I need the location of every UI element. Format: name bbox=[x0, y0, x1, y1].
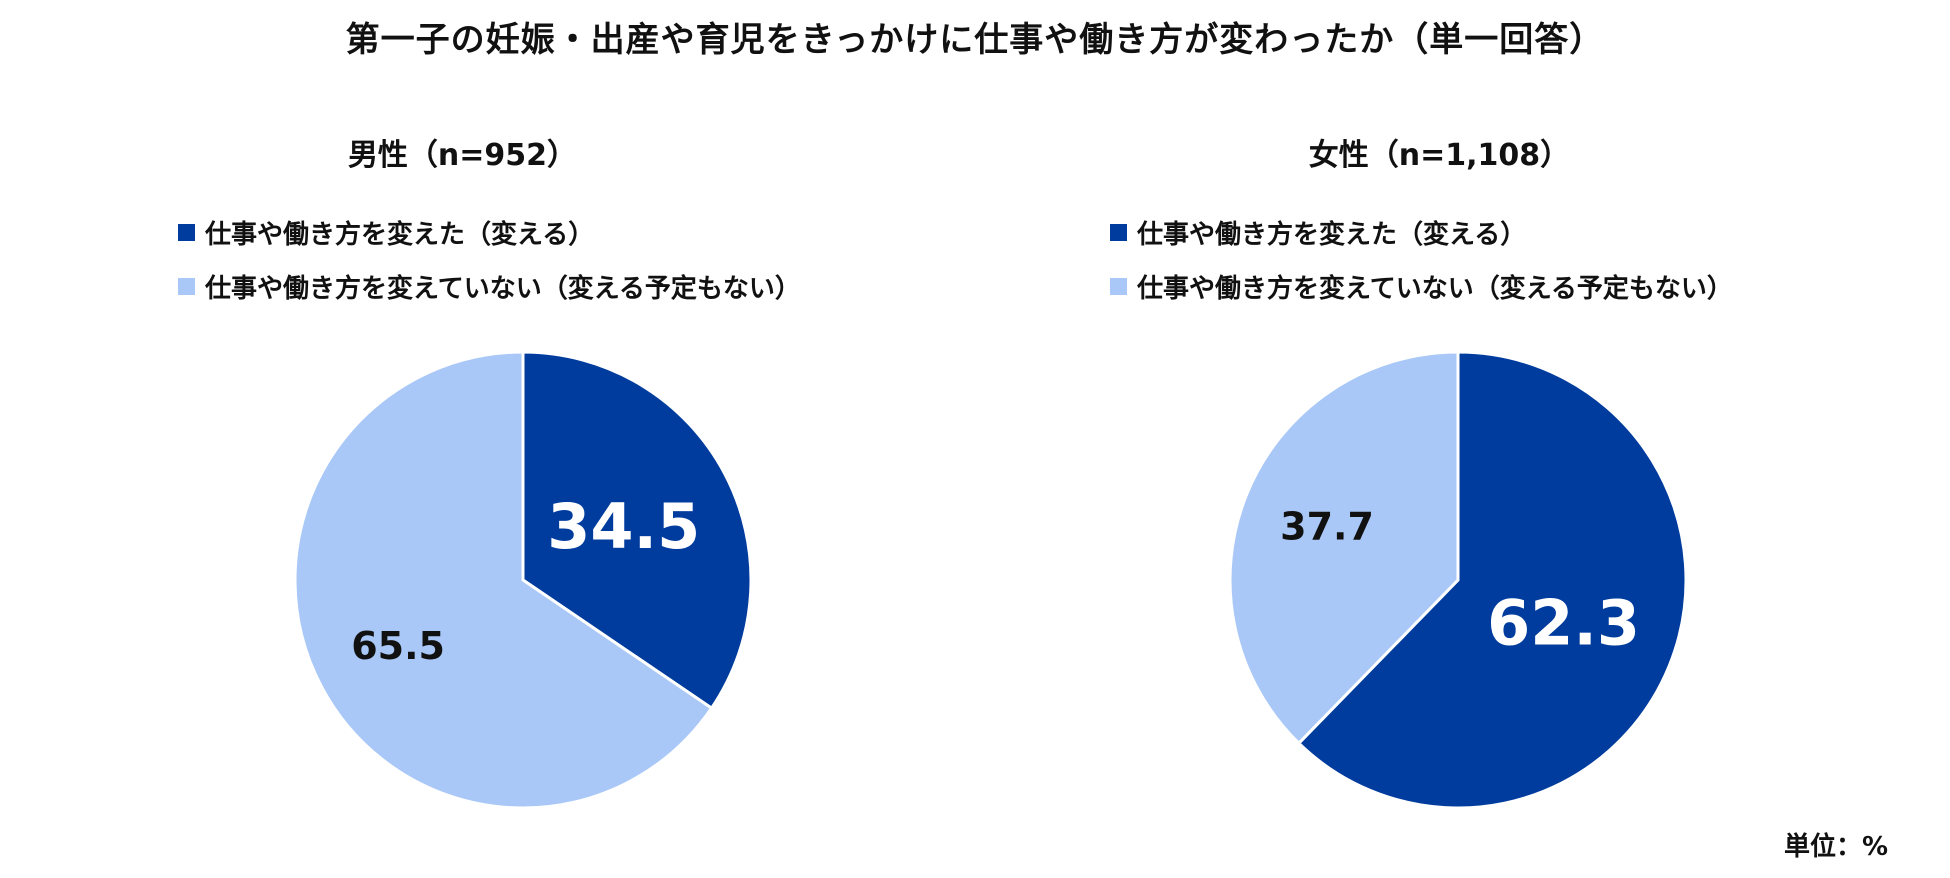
pie-panel-male: 男性（n=952） 仕事や働き方を変えた（変える） 仕事や働き方を変えていない（… bbox=[178, 138, 801, 810]
legend-swatch-changed bbox=[1110, 223, 1127, 241]
pie-chart-male: 34.5 65.5 bbox=[293, 350, 753, 810]
pie-title-male: 男性（n=952） bbox=[347, 138, 578, 173]
data-label-changed: 34.5 bbox=[547, 490, 700, 563]
legend-male: 仕事や働き方を変えた（変える） 仕事や働き方を変えていない（変える予定もない） bbox=[178, 205, 801, 313]
pie-title-female: 女性（n=1,108） bbox=[1308, 138, 1571, 173]
pie-slice-changed bbox=[1296, 350, 1688, 810]
legend-swatch-changed bbox=[178, 223, 195, 241]
pie-chart-female: 62.3 37.7 bbox=[1228, 350, 1688, 810]
legend-label-not-changed: 仕事や働き方を変えていない（変える予定もない） bbox=[1137, 273, 1733, 304]
legend-female: 仕事や働き方を変えた（変える） 仕事や働き方を変えていない（変える予定もない） bbox=[1110, 205, 1733, 313]
pie-slice-not-changed bbox=[293, 350, 714, 810]
legend-swatch-not-changed bbox=[178, 277, 195, 295]
legend-swatch-not-changed bbox=[1110, 277, 1127, 295]
pie-slice-changed bbox=[521, 350, 753, 711]
pie-panel-female: 女性（n=1,108） 仕事や働き方を変えた（変える） 仕事や働き方を変えていな… bbox=[930, 0, 1905, 878]
legend-label-not-changed: 仕事や働き方を変えていない（変える予定もない） bbox=[205, 273, 801, 304]
data-label-changed: 62.3 bbox=[1487, 586, 1640, 659]
legend-item-not-changed: 仕事や働き方を変えていない（変える予定もない） bbox=[1110, 259, 1733, 313]
legend-label-changed: 仕事や働き方を変えた（変える） bbox=[205, 219, 595, 250]
unit-label: 単位：% bbox=[1783, 832, 1888, 862]
pie-slice-not-changed bbox=[1228, 350, 1460, 746]
legend-label-changed: 仕事や働き方を変えた（変える） bbox=[1137, 219, 1527, 250]
data-label-not-changed: 65.5 bbox=[351, 624, 445, 668]
legend-item-changed: 仕事や働き方を変えた（変える） bbox=[1110, 205, 1733, 259]
chart-title: 第一子の妊娠・出産や育児をきっかけに仕事や働き方が変わったか（単一回答） bbox=[345, 20, 1605, 60]
legend-item-not-changed: 仕事や働き方を変えていない（変える予定もない） bbox=[178, 259, 801, 313]
legend-item-changed: 仕事や働き方を変えた（変える） bbox=[178, 205, 801, 259]
data-label-not-changed: 37.7 bbox=[1280, 505, 1374, 549]
